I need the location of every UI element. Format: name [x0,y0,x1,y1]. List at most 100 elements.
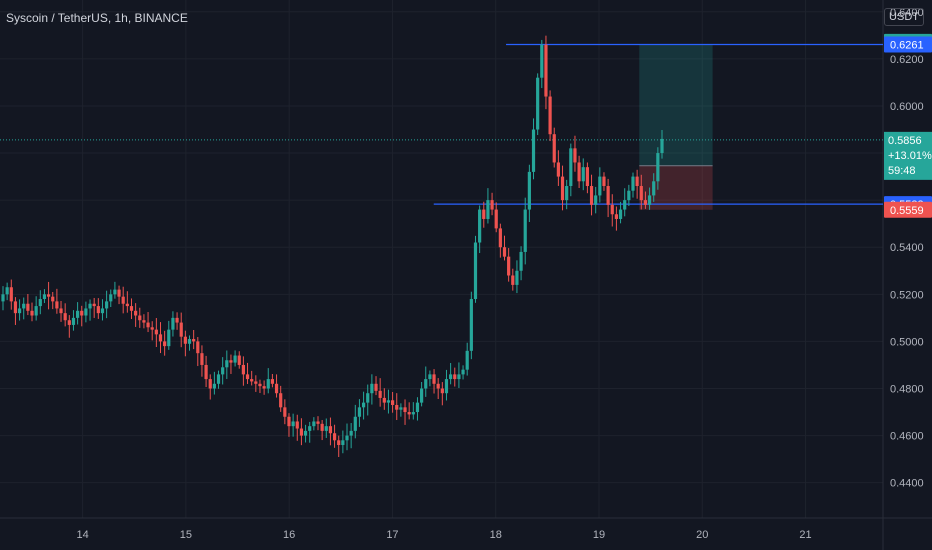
candle-body [117,289,121,297]
candle-body [200,353,204,365]
candle-body [212,383,216,389]
candle-body [403,407,407,413]
candle-body [440,388,444,394]
loss-zone [639,165,713,210]
candle-body [569,148,573,187]
candle-body [647,195,652,205]
price-labels: 0.62720.62610.57460.55830.55590.5856+13.… [884,33,932,218]
candle-body [606,186,610,205]
candle-body [105,301,109,309]
time-axis: 14 15 16 17 18 19 20 21 [76,529,811,541]
candle-body [80,310,84,316]
candle-body [266,379,270,389]
candle-body [635,176,639,187]
candle-body [158,334,163,342]
candle-body [274,383,279,394]
candle-body [291,421,295,427]
candle-body [316,421,320,424]
time-tick-label: 21 [799,529,811,541]
currency-badge[interactable]: USDT [884,8,924,26]
candle-body [515,270,519,285]
candle-body [428,374,432,380]
candle-body [324,426,328,431]
price-label: 0.6261 [890,40,924,52]
candle-body [589,186,594,205]
profit-zone [639,44,713,166]
candle-body [382,397,386,403]
position-tool [639,44,713,210]
candle-body [631,176,635,191]
candle-body [175,317,179,323]
candle-body [146,322,150,328]
candle-body [109,294,113,302]
price-label-bg [884,36,932,53]
candle-body [498,228,502,248]
time-tick-label: 14 [76,529,88,541]
candle-body [142,320,146,323]
candle-body [250,379,254,382]
candle-body [432,374,436,384]
candle-body [565,186,569,201]
candle-body [548,96,552,135]
time-tick-label: 16 [283,529,295,541]
candle-body [125,303,129,307]
price-tick-label: 0.6000 [890,101,924,113]
time-tick-label: 17 [386,529,398,541]
candle-body [420,388,424,403]
price-axis: 0.44000.46000.48000.50000.52000.54000.56… [890,7,924,490]
candle-body [390,400,395,405]
candle-body [270,379,275,384]
candle-body [395,404,399,410]
candle-body [262,386,266,389]
candle-body [88,303,92,309]
candle-body [399,407,403,410]
candle-body [100,308,105,314]
candle-body [295,421,299,429]
candle-body [594,195,598,205]
candle-body [17,308,22,314]
candle-body [353,416,357,431]
candle-body [511,275,515,285]
candle-body [643,200,648,205]
candle-body [560,176,565,201]
candle-body [258,383,262,387]
candle-body [134,310,138,316]
candle-body [490,200,494,210]
candle-body [84,308,88,316]
candle-body [370,383,374,394]
candle-body [150,327,154,330]
candle-body [507,256,511,276]
candle-body [229,360,233,363]
candle-body [453,374,457,380]
candle-body [187,339,192,344]
candle-body [5,287,9,295]
candle-body [357,407,362,417]
candle-body [254,381,258,384]
candle-body [196,341,200,354]
candle-body [287,416,291,427]
candle-body [544,44,548,97]
current-price-bg [884,131,932,180]
candle-body [51,296,55,302]
candle-body [341,440,345,446]
candle-body [26,303,30,311]
price-tick-label: 0.4400 [890,478,924,490]
time-tick-label: 18 [490,529,502,541]
candle-body [478,209,482,243]
price-tick-label: 0.4800 [890,384,924,396]
price-label-bg [884,201,932,218]
candle-body [598,176,602,196]
time-tick-label: 19 [593,529,605,541]
candle-body [183,336,187,344]
candle-body [345,435,349,441]
price-tick-label: 0.6200 [890,54,924,66]
candle-body [536,77,540,130]
candle-body [415,402,420,413]
price-tick-label: 0.5400 [890,242,924,254]
candle-body [208,379,212,389]
candle-body [221,367,225,375]
candle-body [167,329,171,347]
candle-body [361,402,366,408]
candle-body [531,129,536,172]
